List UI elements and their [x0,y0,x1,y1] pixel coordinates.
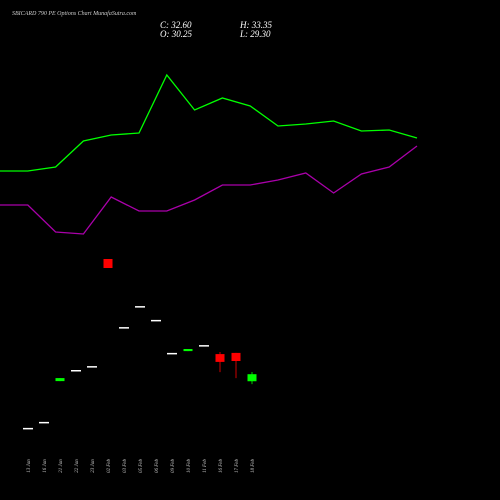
open-label: O: 30.25 [160,29,192,39]
x-tick-label: 11 Feb [203,459,208,473]
x-tick-label: 13 Jan [27,459,32,473]
candle-body [135,306,145,308]
candle-body [39,421,49,424]
low-label: L: 29.30 [239,29,271,39]
high-label: H: 33.35 [239,20,272,30]
x-tick-label: 06 Feb [155,458,160,473]
x-tick-label: 16 Feb [219,458,224,473]
x-tick-label: 05 Feb [139,458,144,473]
x-tick-label: 10 Feb [187,458,192,473]
candle-body [23,427,33,430]
candle-body [231,352,241,361]
x-tick-label: 16 Jan [43,459,48,473]
candle-body [103,259,113,268]
candle-body [55,378,65,382]
x-tick-label: 21 Jan [59,459,64,473]
x-tick-label: 17 Feb [235,458,240,473]
x-tick-label: 23 Jan [91,459,96,473]
candle-body [199,345,209,347]
x-tick-label: 03 Feb [123,458,128,473]
indicator-line [0,73,418,172]
candle-body [247,374,257,382]
candle-body [167,352,177,355]
candle-body [119,327,129,329]
candle-body [71,370,81,372]
chart-title: SBICARD 790 PE Options Chart MunafaSutra… [12,10,137,17]
close-label: C: 32.60 [160,20,192,30]
x-tick-label: 09 Feb [171,458,176,473]
candle-body [215,354,225,362]
candle-body [183,349,193,352]
x-tick-label: 18 Feb [251,458,256,473]
x-tick-label: 22 Jan [75,459,80,473]
candle-body [87,366,97,368]
indicator-line [0,145,418,235]
candle-body [151,319,161,322]
x-tick-label: 02 Feb [107,458,112,473]
